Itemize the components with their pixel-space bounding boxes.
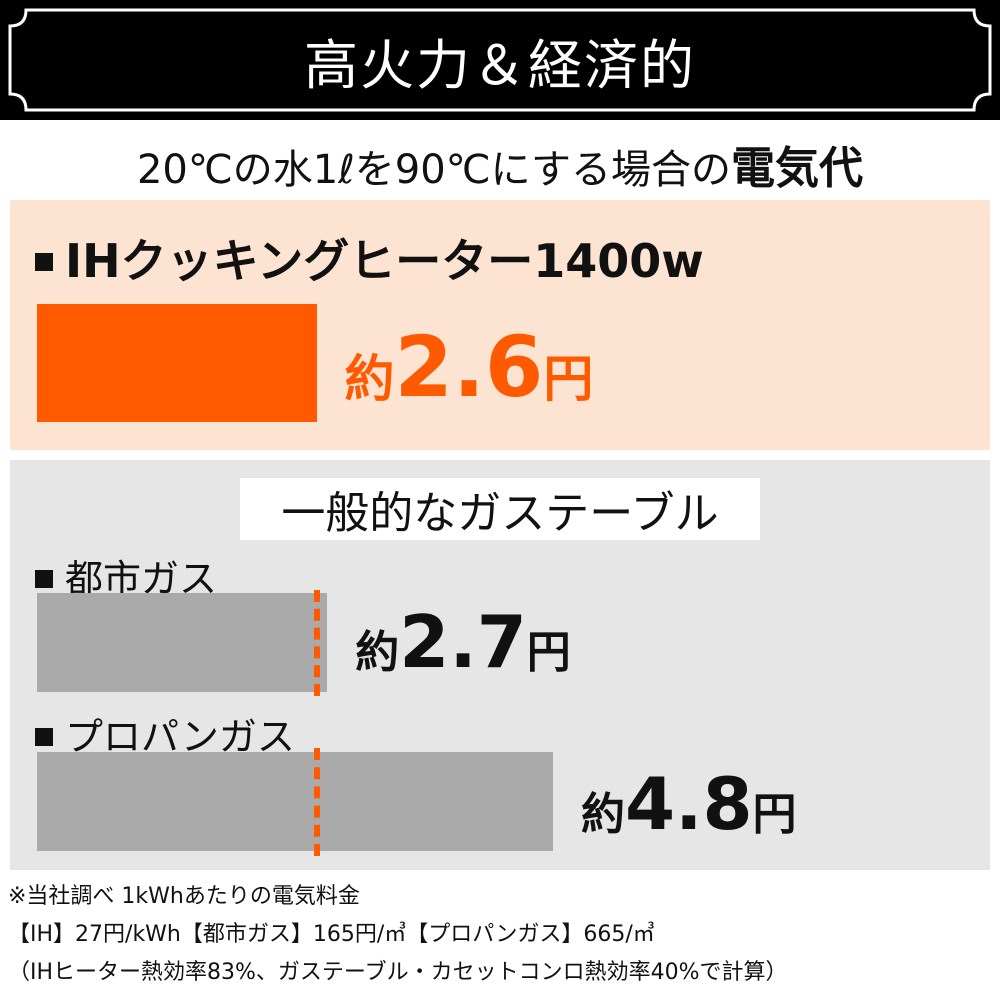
- value-prefix: 約: [581, 789, 625, 840]
- category-label-propane-text: プロパンガス: [65, 715, 295, 759]
- value-unit: 円: [752, 789, 797, 840]
- bar-city-gas: [37, 593, 328, 692]
- value-number: 4.8: [625, 762, 753, 846]
- footnote-line: 【IH】27円/kWh【都市ガス】165円/㎥【プロパンガス】665/㎥: [8, 922, 655, 947]
- title-banner: 高火力＆経済的: [0, 0, 1000, 120]
- value-number: 2.6: [394, 318, 544, 416]
- value-unit: 円: [543, 350, 594, 408]
- value-prefix: 約: [355, 627, 400, 678]
- category-label-ih-text: IHクッキングヒーター1400w: [65, 234, 704, 288]
- bar-propane: [37, 752, 553, 851]
- chart-subtitle: 20℃の水1ℓを90℃にする場合の電気代: [0, 132, 1000, 196]
- value-label-propane: 約4.8円: [581, 762, 797, 846]
- gas-section-title: 一般的なガステーブル: [240, 478, 760, 540]
- category-label-ih: IHクッキングヒーター1400w: [35, 225, 704, 291]
- value-unit: 円: [526, 627, 571, 678]
- category-label-propane: プロパンガス: [35, 706, 295, 761]
- subtitle-lead: 20℃の水1ℓを90℃にする場合の: [136, 147, 731, 193]
- reference-line-city-gas: [313, 590, 320, 696]
- reference-line-propane: [313, 748, 320, 856]
- square-bullet-icon: [35, 569, 53, 588]
- value-prefix: 約: [344, 350, 395, 408]
- page-title: 高火力＆経済的: [304, 33, 696, 97]
- bar-ih: [37, 304, 317, 422]
- value-label-ih: 約2.6円: [345, 318, 594, 416]
- footnote-line: ※当社調べ 1kWhあたりの電気料金: [8, 884, 360, 909]
- subtitle-emphasis: 電気代: [731, 143, 863, 194]
- value-label-city-gas: 約2.7円: [355, 600, 571, 684]
- footnote-line: （IHヒーター熱効率83%、ガステーブル・カセットコンロ熱効率40%で計算）: [8, 960, 788, 985]
- square-bullet-icon: [35, 727, 53, 746]
- footnotes: ※当社調べ 1kWhあたりの電気料金 【IH】27円/kWh【都市ガス】165円…: [8, 878, 788, 992]
- banner-frame: [8, 8, 992, 112]
- square-bullet-icon: [35, 252, 53, 271]
- value-number: 2.7: [399, 600, 527, 684]
